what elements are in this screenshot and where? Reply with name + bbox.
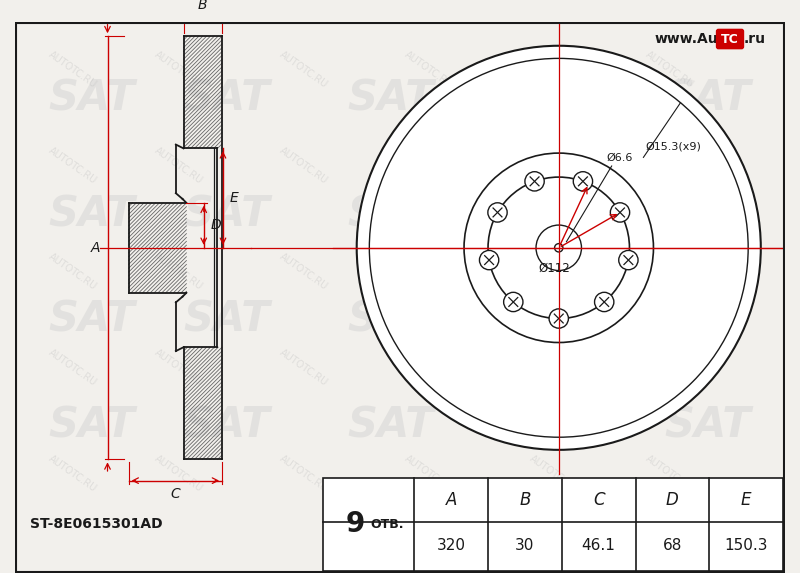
Text: AUTOTC.RU: AUTOTC.RU [643, 454, 695, 494]
Text: AUTOTC.RU: AUTOTC.RU [528, 50, 580, 90]
Text: SAT: SAT [49, 299, 135, 341]
Text: SAT: SAT [183, 405, 270, 447]
Circle shape [554, 244, 563, 252]
Text: AUTOTC.RU: AUTOTC.RU [403, 252, 454, 292]
Text: SAT: SAT [510, 193, 598, 235]
Circle shape [488, 177, 630, 319]
Text: D: D [210, 218, 221, 232]
Bar [323, 478, 783, 571]
Text: SAT: SAT [347, 405, 434, 447]
Text: AUTOTC.RU: AUTOTC.RU [528, 454, 580, 494]
Circle shape [549, 309, 569, 328]
Text: A: A [91, 241, 101, 255]
Text: SAT: SAT [49, 78, 135, 120]
Text: E: E [230, 191, 238, 205]
Text: AUTOTC.RU: AUTOTC.RU [278, 454, 330, 494]
Circle shape [370, 58, 748, 437]
Text: AUTOTC.RU: AUTOTC.RU [278, 50, 330, 90]
Text: SAT: SAT [49, 405, 135, 447]
Text: 9: 9 [346, 511, 365, 539]
Text: C: C [170, 488, 180, 501]
Text: AUTOTC.RU: AUTOTC.RU [643, 252, 695, 292]
Text: AUTOTC.RU: AUTOTC.RU [153, 252, 205, 292]
Text: SAT: SAT [347, 193, 434, 235]
Text: SAT: SAT [665, 193, 751, 235]
Text: AUTOTC.RU: AUTOTC.RU [528, 252, 580, 292]
Text: SAT: SAT [183, 193, 270, 235]
FancyBboxPatch shape [717, 29, 743, 49]
Text: AUTOTC.RU: AUTOTC.RU [278, 348, 330, 388]
Text: AUTOTC.RU: AUTOTC.RU [403, 50, 454, 90]
Circle shape [618, 250, 638, 270]
Text: AUTOTC.RU: AUTOTC.RU [153, 454, 205, 494]
Text: AUTOTC.RU: AUTOTC.RU [153, 50, 205, 90]
Text: 68: 68 [662, 537, 682, 552]
Text: AUTOTC.RU: AUTOTC.RU [153, 348, 205, 388]
Text: Ø6.6: Ø6.6 [607, 153, 634, 163]
Text: C: C [593, 491, 605, 509]
Text: ST-8E0615301AD: ST-8E0615301AD [30, 517, 162, 531]
Text: AUTOTC.RU: AUTOTC.RU [528, 146, 580, 186]
Circle shape [594, 292, 614, 312]
Text: ОТВ.: ОТВ. [370, 518, 404, 531]
Circle shape [536, 225, 582, 270]
Text: AUTOTC.RU: AUTOTC.RU [278, 146, 330, 186]
Circle shape [357, 46, 761, 450]
Text: TC: TC [721, 33, 739, 45]
Text: www.Auto: www.Auto [655, 32, 735, 46]
Text: 30: 30 [515, 537, 534, 552]
Text: AUTOTC.RU: AUTOTC.RU [403, 146, 454, 186]
Text: E: E [741, 491, 751, 509]
Circle shape [610, 203, 630, 222]
Text: AUTOTC.RU: AUTOTC.RU [47, 348, 98, 388]
Text: .ru: .ru [743, 32, 766, 46]
Circle shape [574, 172, 593, 191]
Text: Ø112: Ø112 [538, 262, 570, 275]
Circle shape [525, 172, 544, 191]
Circle shape [488, 203, 507, 222]
Text: SAT: SAT [49, 193, 135, 235]
Text: AUTOTC.RU: AUTOTC.RU [403, 454, 454, 494]
Text: AUTOTC.RU: AUTOTC.RU [153, 146, 205, 186]
Text: AUTOTC.RU: AUTOTC.RU [643, 146, 695, 186]
Circle shape [479, 250, 498, 270]
Text: D: D [666, 491, 678, 509]
Text: 46.1: 46.1 [582, 537, 616, 552]
Text: AUTOTC.RU: AUTOTC.RU [643, 50, 695, 90]
Text: SAT: SAT [665, 299, 751, 341]
Text: AUTOTC.RU: AUTOTC.RU [47, 252, 98, 292]
Text: AUTOTC.RU: AUTOTC.RU [403, 348, 454, 388]
Text: AUTOTC.RU: AUTOTC.RU [47, 146, 98, 186]
Text: AUTOTC.RU: AUTOTC.RU [278, 252, 330, 292]
Text: A: A [446, 491, 457, 509]
Text: SAT: SAT [510, 299, 598, 341]
Text: B: B [519, 491, 530, 509]
Text: SAT: SAT [510, 78, 598, 120]
Text: AUTOTC.RU: AUTOTC.RU [643, 348, 695, 388]
Text: SAT: SAT [510, 405, 598, 447]
Text: SAT: SAT [183, 78, 270, 120]
Text: SAT: SAT [665, 78, 751, 120]
Text: AUTOTC.RU: AUTOTC.RU [47, 50, 98, 90]
Text: B: B [198, 0, 207, 12]
Text: SAT: SAT [665, 405, 751, 447]
Text: 150.3: 150.3 [724, 537, 768, 552]
Text: SAT: SAT [347, 78, 434, 120]
Circle shape [464, 153, 654, 343]
Text: Ø15.3(x9): Ø15.3(x9) [646, 142, 702, 152]
Text: SAT: SAT [347, 299, 434, 341]
Text: 320: 320 [437, 537, 466, 552]
Text: AUTOTC.RU: AUTOTC.RU [47, 454, 98, 494]
Circle shape [504, 292, 523, 312]
Text: SAT: SAT [183, 299, 270, 341]
Text: AUTOTC.RU: AUTOTC.RU [528, 348, 580, 388]
